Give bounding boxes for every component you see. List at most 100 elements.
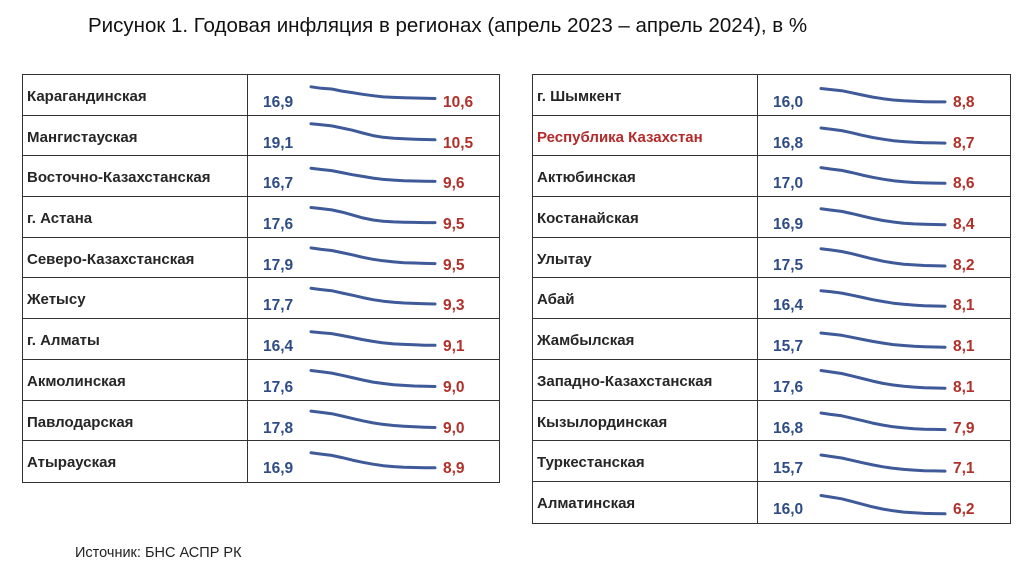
column-divider <box>247 400 248 441</box>
inflation-series-line <box>309 246 437 265</box>
inflation-series-line <box>819 453 947 473</box>
start-value-label: 17,0 <box>773 175 804 193</box>
end-value-label: 9,3 <box>443 297 465 315</box>
region-row: г. Алматы 16,4 9,1 <box>23 319 499 360</box>
sparkline <box>819 166 947 186</box>
column-divider <box>757 197 758 237</box>
end-value-label: 9,0 <box>443 419 465 437</box>
column-divider <box>757 156 758 197</box>
inflation-series-line <box>819 246 947 268</box>
column-divider <box>247 115 248 156</box>
start-value-label: 16,8 <box>773 419 804 437</box>
end-value-label: 9,0 <box>443 378 465 396</box>
region-row: Алматинская 16,0 6,2 <box>533 481 1010 523</box>
region-row: Восточно-Казахстанская 16,7 9,6 <box>23 156 499 198</box>
inflation-series-line <box>819 207 947 227</box>
figure-title: Рисунок 1. Годовая инфляция в регионах (… <box>88 14 808 37</box>
region-name: Карагандинская <box>27 88 147 105</box>
start-value-label: 16,9 <box>263 94 294 111</box>
end-value-label: 10,5 <box>443 134 474 152</box>
column-divider <box>247 75 248 115</box>
region-row: Кызылординская 16,8 7,9 <box>533 400 1010 442</box>
end-value-label: 9,6 <box>443 175 465 193</box>
start-value-label: 17,6 <box>263 378 294 396</box>
end-value-label: 6,2 <box>953 500 975 518</box>
region-name: Алматинская <box>537 494 636 512</box>
region-row: Мангистауская 19,1 10,5 <box>23 115 499 157</box>
column-divider <box>247 197 248 237</box>
sparkline <box>819 289 947 309</box>
region-panel-left: Карагандинская 16,9 10,6 Мангистауская 19,1 1… <box>22 74 500 483</box>
region-panel-right: г. Шымкент 16,0 8,8 Республика Казахстан 16,… <box>532 74 1011 524</box>
start-value-label: 15,7 <box>773 460 804 478</box>
end-value-label: 8,1 <box>953 378 975 396</box>
region-name: Республика Казахстан <box>537 128 703 146</box>
end-value-label: 8,8 <box>953 94 975 111</box>
sparkline <box>309 206 437 225</box>
region-row: Акмолинская 17,6 9,0 <box>23 359 499 401</box>
sparkline <box>819 87 947 104</box>
sparkline <box>819 246 947 268</box>
region-row: Туркестанская 15,7 7,1 <box>533 441 1010 482</box>
region-row: Костанайская 16,9 8,4 <box>533 197 1010 238</box>
start-value-label: 16,7 <box>263 175 294 193</box>
region-name: Жамбылская <box>537 332 635 350</box>
region-name: Костанайская <box>537 210 639 228</box>
region-row: г. Шымкент 16,0 8,8 <box>533 75 1010 116</box>
column-divider <box>247 359 248 400</box>
inflation-series-line <box>309 451 437 470</box>
inflation-series-line <box>309 121 437 141</box>
region-name: г. Астана <box>27 210 93 228</box>
column-divider <box>757 359 758 400</box>
column-divider <box>247 278 248 319</box>
inflation-series-line <box>309 206 437 225</box>
end-value-label: 8,9 <box>443 460 465 478</box>
region-name: Акмолинская <box>27 372 126 390</box>
sparkline <box>819 493 947 516</box>
start-value-label: 17,7 <box>263 297 294 315</box>
inflation-series-line <box>819 166 947 186</box>
region-row: Западно-Казахстанская 17,6 8,1 <box>533 359 1010 401</box>
sparkline <box>819 126 947 145</box>
region-name: г. Алматы <box>27 332 100 350</box>
end-value-label: 8,6 <box>953 175 975 193</box>
inflation-series-line <box>309 330 437 347</box>
region-row: Абай 16,4 8,1 <box>533 278 1010 320</box>
end-value-label: 8,4 <box>953 216 975 234</box>
start-value-label: 16,9 <box>263 460 294 478</box>
inflation-series-line <box>819 331 947 349</box>
column-divider <box>247 156 248 197</box>
sparkline <box>309 451 437 470</box>
start-value-label: 15,7 <box>773 338 804 356</box>
sparkline <box>309 246 437 265</box>
region-name: Павлодарская <box>27 413 134 431</box>
end-value-label: 9,1 <box>443 338 465 356</box>
source-note: Источник: БНС АСПР РК <box>75 545 242 561</box>
region-row: Жетысу 17,7 9,3 <box>23 278 499 320</box>
inflation-series-line <box>309 167 437 184</box>
end-value-label: 7,9 <box>953 419 975 437</box>
inflation-series-line <box>309 85 437 100</box>
column-divider <box>247 237 248 278</box>
inflation-series-line <box>819 126 947 145</box>
region-row: Северо-Казахстанская 17,9 9,5 <box>23 237 499 279</box>
region-name: Жетысу <box>27 291 86 309</box>
column-divider <box>247 441 248 482</box>
column-divider <box>757 481 758 523</box>
column-divider <box>757 75 758 115</box>
column-divider <box>757 237 758 278</box>
region-row: Актюбинская 17,0 8,6 <box>533 156 1010 198</box>
region-row: Атырауская 16,9 8,9 <box>23 441 499 482</box>
end-value-label: 10,6 <box>443 94 474 111</box>
sparkline <box>819 411 947 431</box>
sparkline <box>309 85 437 100</box>
region-name: Восточно-Казахстанская <box>27 169 211 187</box>
region-row: г. Астана 17,6 9,5 <box>23 197 499 238</box>
inflation-series-line <box>309 287 437 306</box>
end-value-label: 8,1 <box>953 297 975 315</box>
inflation-series-line <box>819 411 947 431</box>
inflation-series-line <box>309 409 437 429</box>
end-value-label: 7,1 <box>953 460 975 478</box>
sparkline <box>819 453 947 473</box>
column-divider <box>247 319 248 359</box>
